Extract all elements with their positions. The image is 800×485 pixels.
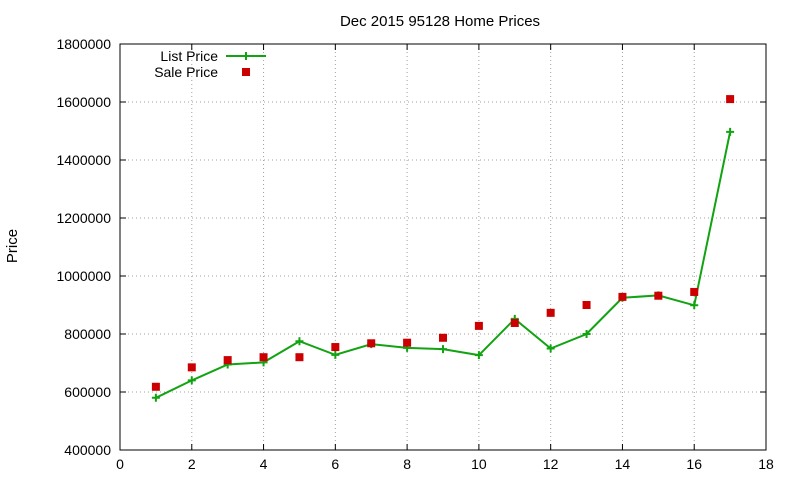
y-tick-label: 1800000 bbox=[56, 36, 111, 52]
y-axis-label: Price bbox=[4, 229, 21, 263]
list-price-point bbox=[295, 337, 304, 346]
plot-frame bbox=[119, 43, 767, 451]
y-tick-label: 800000 bbox=[64, 326, 111, 342]
sale-price-point bbox=[295, 353, 304, 362]
sale-price-point bbox=[259, 353, 268, 362]
sale-price-point bbox=[331, 343, 340, 352]
sale-price-point bbox=[726, 95, 735, 104]
grid-layer bbox=[120, 44, 766, 450]
list-price-point bbox=[151, 393, 160, 402]
x-tick-label: 10 bbox=[471, 456, 487, 472]
legend-label: List Price bbox=[160, 48, 218, 64]
legend-swatch-marker bbox=[242, 68, 250, 76]
legend-label: Sale Price bbox=[154, 64, 218, 80]
tick-layer: 0 2 4 6 8 10 12 14 16 18 400000 600000 800000 1000000… bbox=[56, 36, 774, 472]
y-tick-label: 1000000 bbox=[56, 268, 111, 284]
list-price-point bbox=[474, 351, 483, 360]
list-price-point bbox=[187, 376, 196, 385]
sale-price-point bbox=[223, 356, 232, 365]
y-tick-label: 400000 bbox=[64, 442, 111, 458]
sale-price-point bbox=[403, 338, 412, 347]
series-layer bbox=[151, 95, 735, 402]
list-price-point bbox=[726, 127, 735, 136]
x-tick-label: 14 bbox=[615, 456, 631, 472]
sale-price-point bbox=[690, 287, 699, 296]
sale-price-point bbox=[546, 308, 555, 317]
x-tick-label: 2 bbox=[188, 456, 196, 472]
list-price-point bbox=[582, 330, 591, 338]
sale-price-point bbox=[367, 339, 376, 348]
sale-price-point bbox=[151, 382, 160, 391]
y-tick-label: 1200000 bbox=[56, 210, 111, 226]
chart-title: Dec 2015 95128 Home Prices bbox=[340, 13, 540, 30]
x-tick-label: 8 bbox=[403, 456, 411, 472]
x-tick-label: 0 bbox=[116, 456, 124, 472]
x-tick-label: 6 bbox=[331, 456, 339, 472]
list-price-point bbox=[690, 301, 699, 310]
series-line-list-price bbox=[155, 131, 732, 399]
x-tick-label: 4 bbox=[260, 456, 268, 472]
list-price-point bbox=[546, 344, 555, 353]
sale-price-point bbox=[510, 318, 519, 327]
sale-price-point bbox=[654, 291, 663, 300]
x-tick-label: 16 bbox=[686, 456, 702, 472]
list-price-point bbox=[439, 345, 447, 354]
legend-swatch-marker bbox=[242, 52, 250, 60]
y-tick-label: 600000 bbox=[64, 384, 111, 400]
x-tick-label: 18 bbox=[758, 456, 774, 472]
sale-price-point bbox=[474, 321, 483, 330]
y-tick-label: 1400000 bbox=[56, 152, 111, 168]
sale-price-point bbox=[439, 333, 447, 342]
list-price-point bbox=[331, 350, 340, 359]
sale-price-point bbox=[582, 301, 591, 309]
x-tick-label: 12 bbox=[543, 456, 559, 472]
y-tick-label: 1600000 bbox=[56, 94, 111, 110]
sale-price-point bbox=[618, 292, 627, 301]
sale-price-point bbox=[187, 363, 196, 372]
